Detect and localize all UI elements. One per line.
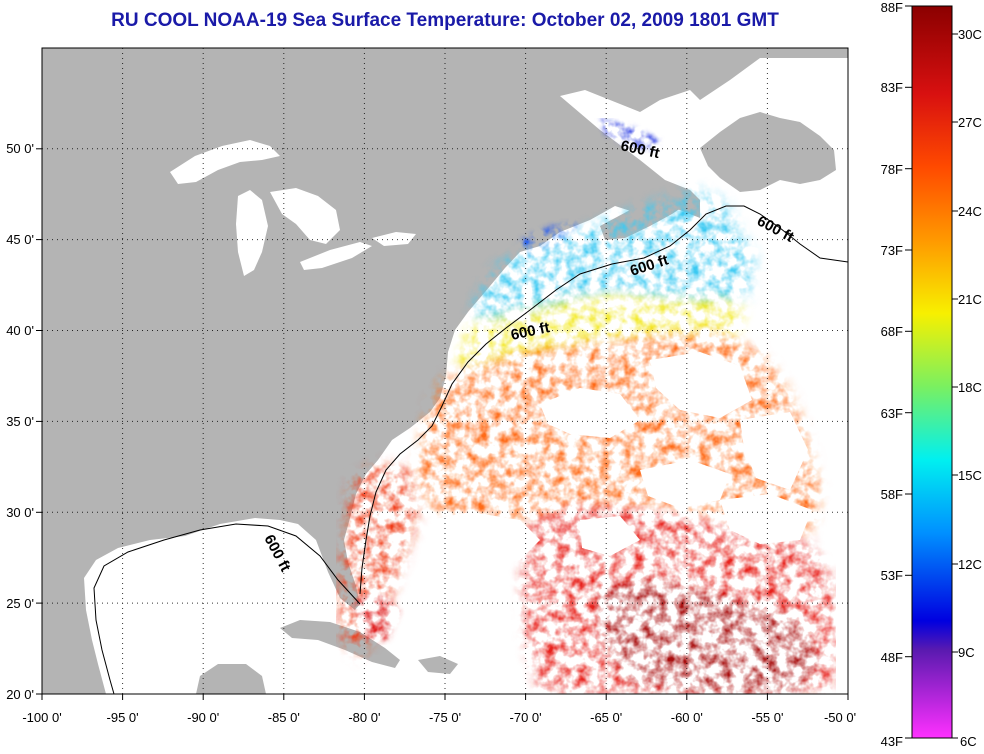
lake-ontario — [372, 232, 416, 246]
colorbar-f-label: 88F — [881, 0, 903, 15]
lon-tick-label: -60 0' — [671, 710, 703, 725]
lat-tick-label: 45 0' — [6, 232, 34, 247]
colorbar-f-label: 78F — [881, 162, 903, 177]
colorbar-c-label: 24C — [958, 204, 982, 219]
lat-tick-label: 40 0' — [6, 323, 34, 338]
colorbar-f-label: 48F — [881, 650, 903, 665]
lon-tick-label: -100 0' — [22, 710, 61, 725]
land-labrador — [700, 48, 848, 96]
longitude-labels: -100 0' -95 0' -90 0' -85 0' -80 0' -75 … — [22, 710, 856, 725]
lat-tick-label: 35 0' — [6, 414, 34, 429]
lake-michigan — [236, 190, 268, 276]
map-title: RU COOL NOAA-19 Sea Surface Temperature:… — [111, 10, 779, 31]
colorbar: 88F 83F 78F 73F 68F 63F 58F 53F 48F 43F … — [881, 0, 982, 749]
lon-tick-label: -75 0' — [429, 710, 461, 725]
colorbar-f-label: 58F — [881, 487, 903, 502]
isobath-600ft — [93, 205, 848, 694]
axis-ticks — [36, 148, 849, 700]
colorbar-c-label: 9C — [958, 645, 975, 660]
lake-huron — [270, 188, 340, 244]
lat-tick-label: 25 0' — [6, 596, 34, 611]
lon-tick-label: -50 0' — [824, 710, 856, 725]
land-yucatan — [196, 664, 266, 694]
colorbar-f-label: 63F — [881, 406, 903, 421]
colorbar-c-label: 30C — [958, 27, 982, 42]
land-newfoundland — [700, 112, 836, 192]
lat-tick-label: 30 0' — [6, 505, 34, 520]
lon-tick-label: -85 0' — [268, 710, 300, 725]
latitude-labels: 20 0' 25 0' 30 0' 35 0' 40 0' 45 0' 50 0… — [6, 141, 34, 702]
lon-tick-label: -80 0' — [348, 710, 380, 725]
colorbar-f-label: 83F — [881, 80, 903, 95]
colorbar-c-label: 6C — [960, 734, 977, 749]
lat-tick-label: 50 0' — [6, 141, 34, 156]
lon-tick-label: -55 0' — [751, 710, 783, 725]
colorbar-f-label: 43F — [881, 734, 903, 749]
colorbar-f-label: 68F — [881, 324, 903, 339]
lon-tick-label: -90 0' — [187, 710, 219, 725]
land-cuba — [280, 620, 400, 668]
cloud-mask — [430, 352, 812, 568]
colorbar-c-label: 15C — [958, 468, 982, 483]
land-hispaniola — [418, 656, 458, 674]
lat-tick-label: 20 0' — [6, 687, 34, 702]
lon-tick-label: -65 0' — [590, 710, 622, 725]
colorbar-c-label: 12C — [958, 557, 982, 572]
lake-erie — [300, 242, 372, 270]
colorbar-f-label: 53F — [881, 568, 903, 583]
colorbar-gradient — [911, 5, 953, 739]
colorbar-c-label: 27C — [958, 115, 982, 130]
lon-tick-label: -70 0' — [510, 710, 542, 725]
colorbar-c-label: 21C — [958, 292, 982, 307]
colorbar-f-label: 73F — [881, 243, 903, 258]
lon-tick-label: -95 0' — [107, 710, 139, 725]
colorbar-c-label: 18C — [958, 380, 982, 395]
lake-superior — [170, 140, 280, 184]
